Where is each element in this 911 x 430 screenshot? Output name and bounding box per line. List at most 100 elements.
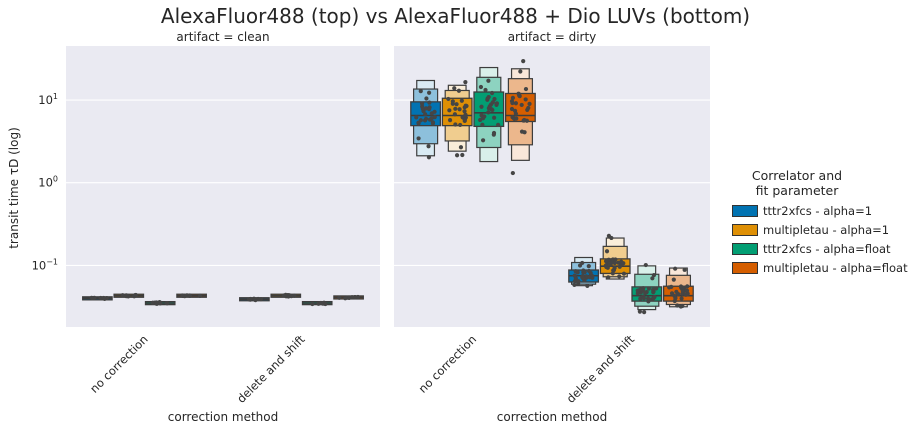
data-point	[572, 273, 577, 278]
data-point	[320, 301, 326, 306]
data-point	[640, 288, 646, 293]
data-point	[608, 262, 613, 267]
data-point	[289, 293, 294, 299]
data-point	[426, 155, 432, 160]
data-point	[416, 136, 421, 141]
data-point	[641, 296, 647, 301]
data-point	[519, 102, 524, 108]
figure-title: AlexaFluor488 (top) vs AlexaFluor488 + D…	[160, 4, 751, 28]
panel-title: artifact = clean	[176, 30, 269, 44]
data-point	[463, 103, 468, 108]
data-point	[572, 282, 577, 287]
data-point	[479, 104, 484, 109]
data-point	[671, 277, 676, 282]
data-point	[603, 263, 608, 268]
data-point	[419, 101, 425, 106]
data-point	[643, 262, 648, 268]
data-point	[418, 118, 423, 123]
data-point	[248, 296, 253, 302]
data-point	[606, 275, 611, 280]
data-point	[580, 275, 585, 280]
data-point	[482, 114, 487, 119]
data-point	[90, 296, 95, 301]
data-point	[651, 289, 656, 294]
data-point	[676, 292, 681, 297]
data-point	[486, 94, 491, 100]
x-axis-label: correction method	[168, 410, 278, 424]
data-point	[458, 145, 464, 150]
data-point	[586, 264, 591, 269]
data-point	[522, 117, 527, 123]
plot-area	[66, 46, 380, 327]
y-axis-label: transit time τD (log)	[7, 127, 21, 249]
data-point	[603, 259, 609, 264]
data-point	[427, 90, 432, 95]
data-point	[337, 295, 342, 300]
data-point	[98, 295, 103, 301]
data-point	[133, 292, 138, 298]
data-point	[604, 249, 610, 254]
y-tick-label: 101	[38, 92, 58, 107]
data-point	[353, 295, 358, 300]
data-point	[514, 116, 519, 121]
data-point	[491, 132, 496, 137]
data-point	[518, 69, 523, 74]
data-point	[459, 98, 464, 103]
data-point	[669, 291, 675, 296]
data-point	[582, 270, 587, 275]
data-point	[619, 259, 624, 264]
data-point	[588, 270, 593, 276]
data-point	[675, 303, 680, 308]
data-point	[496, 122, 501, 127]
data-point	[197, 293, 203, 298]
data-point	[490, 100, 496, 105]
data-point	[612, 265, 617, 271]
data-point	[678, 284, 684, 289]
data-point	[521, 59, 526, 64]
data-point	[446, 96, 451, 102]
data-point	[492, 115, 497, 120]
data-point	[643, 290, 648, 296]
data-point	[463, 80, 468, 85]
data-point	[651, 273, 657, 278]
data-point	[187, 293, 192, 299]
data-point	[678, 304, 683, 309]
data-point	[490, 107, 495, 113]
legend-item: multipletau - alpha=1	[732, 220, 908, 239]
data-point	[526, 105, 531, 111]
legend-title: Correlator and fit parameter	[732, 168, 862, 198]
data-point	[682, 267, 687, 272]
panel-title: artifact = dirty	[508, 30, 597, 44]
data-point	[480, 122, 485, 127]
data-point	[510, 170, 515, 176]
x-tick-label: no correction	[87, 332, 150, 395]
data-point	[652, 294, 657, 300]
x-axis-label: correction method	[497, 410, 607, 424]
legend-label: multipletau - alpha=1	[763, 222, 890, 237]
legend-swatch	[732, 223, 758, 236]
data-point	[420, 106, 425, 112]
data-point	[180, 293, 185, 298]
data-point	[458, 122, 463, 128]
data-point	[650, 276, 655, 281]
legend-swatch	[732, 261, 758, 274]
data-point	[679, 296, 684, 301]
data-point	[669, 284, 674, 289]
data-point	[673, 266, 678, 271]
data-point	[584, 274, 589, 279]
data-point	[638, 296, 643, 301]
data-point	[430, 121, 436, 126]
data-point	[423, 112, 428, 117]
data-point	[490, 90, 495, 96]
data-point	[576, 279, 581, 284]
data-point	[252, 297, 257, 302]
data-point	[575, 270, 580, 275]
data-point	[426, 107, 432, 112]
data-point	[642, 310, 647, 315]
data-point	[646, 286, 652, 291]
data-point	[621, 271, 627, 276]
data-point	[447, 108, 452, 113]
data-point	[125, 293, 130, 298]
data-point	[613, 257, 618, 262]
data-point	[617, 274, 622, 279]
